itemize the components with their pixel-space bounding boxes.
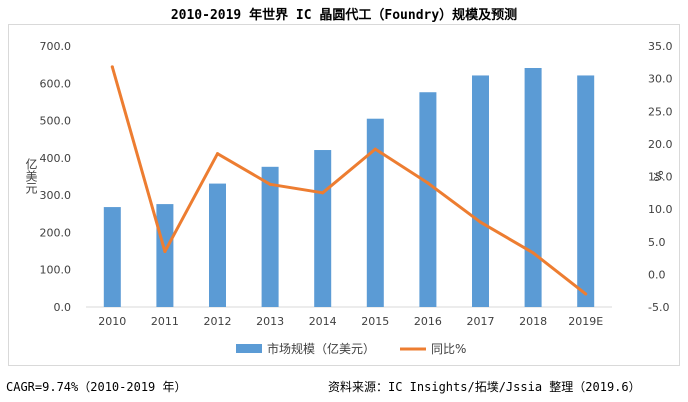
- y-tick-label: 700.0: [40, 40, 72, 53]
- legend-line-label: 同比%: [431, 342, 466, 356]
- x-tick-label: 2019E: [568, 315, 603, 328]
- bar: [261, 166, 279, 307]
- bar: [472, 75, 489, 307]
- line-point: [479, 220, 482, 224]
- y2-axis-title: %: [651, 170, 665, 181]
- y2-tick-label: 25.0: [648, 105, 673, 118]
- line-point: [321, 191, 325, 195]
- y2-tick-label: 20.0: [648, 138, 673, 151]
- y2-tick-label: -5.0: [648, 301, 669, 314]
- y2-tick-label: 0.0: [648, 268, 666, 281]
- bar: [419, 92, 437, 307]
- y2-tick-label: 30.0: [648, 73, 673, 86]
- y2-tick-label: 35.0: [648, 40, 673, 53]
- x-tick-label: 2015: [361, 315, 389, 328]
- y-tick-label: 0.0: [54, 301, 72, 314]
- line-point: [268, 182, 272, 186]
- chart-frame: [8, 24, 680, 366]
- x-tick-label: 2017: [467, 315, 495, 328]
- cagr-note: CAGR=9.74%（2010-2019 年）: [6, 380, 187, 394]
- line-layer: [110, 65, 588, 296]
- legend-bar-label: 市场规模（亿美元）: [267, 341, 375, 356]
- x-tick-label: 2014: [309, 315, 337, 328]
- chart-title: 2010-2019 年世界 IC 晶圆代工（Foundry）规模及预测: [170, 8, 518, 23]
- y2-tick-label: 10.0: [648, 203, 673, 216]
- bar: [314, 150, 332, 307]
- line-point: [163, 250, 167, 254]
- bar: [366, 118, 384, 307]
- line-point: [216, 152, 219, 156]
- x-tick-label: 2012: [204, 315, 232, 328]
- bars-layer: [103, 67, 595, 308]
- y-tick-label: 100.0: [40, 264, 72, 277]
- source-note: 资料来源：IC Insights/拓墣/Jssia 整理（2019.6）: [328, 380, 641, 394]
- line-point: [584, 292, 588, 296]
- x-tick-label: 2011: [151, 315, 179, 328]
- legend-layer: 市场规模（亿美元） 同比%: [236, 341, 466, 356]
- bar: [577, 75, 595, 307]
- bar: [103, 207, 121, 307]
- x-tick-label: 2013: [256, 315, 284, 328]
- y2-tick-label: 5.0: [648, 236, 666, 249]
- bar: [524, 67, 542, 308]
- y-tick-label: 500.0: [40, 115, 72, 128]
- line-point: [531, 251, 535, 255]
- y-tick-label: 600.0: [40, 77, 72, 90]
- y2-tick-label: 15.0: [648, 171, 673, 184]
- y-tick-label: 200.0: [40, 226, 72, 239]
- x-tick-label: 2018: [519, 315, 547, 328]
- legend-bar-swatch: [236, 344, 262, 353]
- y-tick-label: 300.0: [40, 189, 72, 202]
- line-point: [373, 147, 377, 151]
- y-axis-title: 亿美元: [24, 157, 38, 195]
- bar: [209, 183, 226, 307]
- x-tick-label: 2010: [98, 315, 126, 328]
- line-point: [110, 65, 114, 69]
- x-tick-label: 2016: [414, 315, 442, 328]
- bar: [156, 204, 174, 307]
- y-tick-label: 400.0: [40, 152, 72, 165]
- axes-layer: 0.0 100.0 200.0 300.0 400.0 500.0 600.0 700.0 -5…: [24, 40, 673, 328]
- yoy-line: [110, 65, 588, 296]
- line-point: [426, 181, 430, 185]
